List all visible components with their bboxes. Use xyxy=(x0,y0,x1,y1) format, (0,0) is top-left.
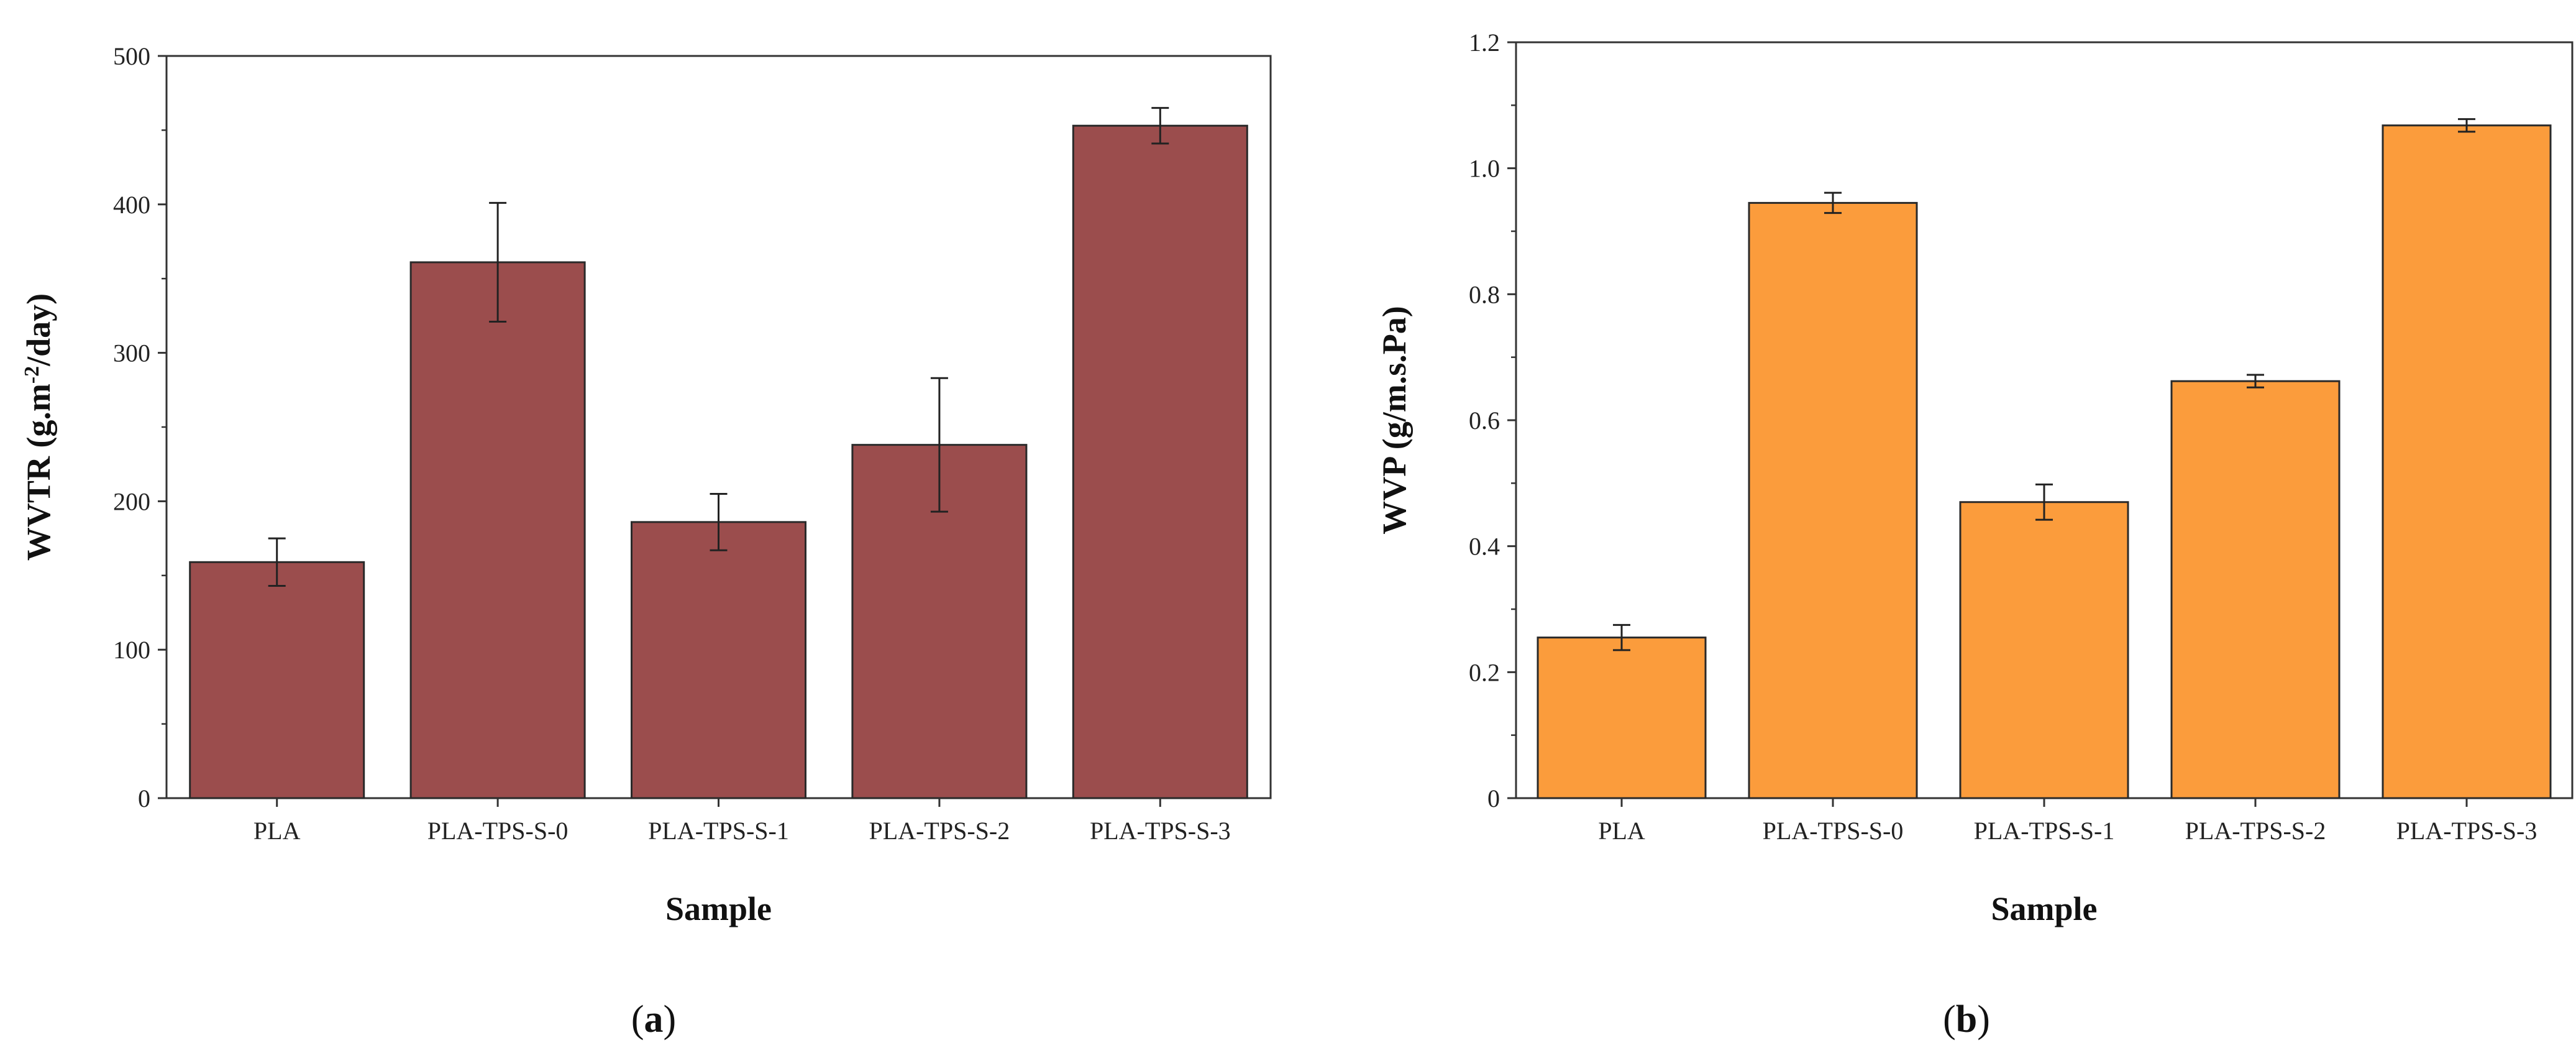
y-tick-label-b: 0.8 xyxy=(1469,280,1500,308)
chart-b: 0 0.2 0.4 0.6 0.8 1.0 1.2 PLA PLA-TPS-S-0 PLA-TP… xyxy=(1376,29,2574,1041)
y-tick-label-a: 0 xyxy=(138,784,150,812)
x-tick-label-b: PLA-TPS-S-2 xyxy=(2185,817,2326,845)
y-axis-title-a: WVTR (g.m-2/day) xyxy=(20,293,57,561)
error-bar-a-0 xyxy=(268,537,286,587)
x-tick-label-a: PLA-TPS-S-1 xyxy=(648,817,789,845)
bar-a-4 xyxy=(1072,124,1248,799)
error-bar-b-4 xyxy=(2458,118,2475,133)
x-axis-title-a: Sample xyxy=(665,890,772,927)
x-axis-title-b: Sample xyxy=(1991,890,2097,927)
y-axis-title-a-sup: -2 xyxy=(21,366,43,384)
bar-b-2 xyxy=(1959,501,2129,799)
error-bar-b-3 xyxy=(2247,374,2264,389)
y-tick-label-a: 500 xyxy=(113,42,150,70)
y-tick-label-b: 0.4 xyxy=(1469,533,1500,561)
x-tick-label-a: PLA xyxy=(253,817,301,845)
x-tick-label-b: PLA-TPS-S-3 xyxy=(2396,817,2537,845)
y-tick-label-b: 0 xyxy=(1487,784,1500,812)
x-tick-label-a: PLA-TPS-S-2 xyxy=(869,817,1010,845)
x-tick-label-a: PLA-TPS-S-3 xyxy=(1090,817,1231,845)
y-tick-label-b: 1.0 xyxy=(1469,155,1500,183)
y-tick-label-b: 0.6 xyxy=(1469,407,1500,435)
error-bar-b-1 xyxy=(1824,191,1842,214)
error-bar-a-4 xyxy=(1151,107,1169,145)
bar-b-0 xyxy=(1537,637,1707,799)
x-tick-label-b: PLA xyxy=(1598,817,1645,845)
y-tick-label-b: 0.2 xyxy=(1469,658,1500,686)
error-bar-b-0 xyxy=(1613,623,1630,651)
x-tick-label-b: PLA-TPS-S-0 xyxy=(1763,817,1904,845)
bar-a-1 xyxy=(409,261,586,799)
y-tick-label-b: 1.2 xyxy=(1469,29,1500,57)
y-axis-title-b: WVP (g/m.s.Pa) xyxy=(1376,306,1413,534)
panel-label-a: (a) xyxy=(631,998,676,1041)
y-tick-label-a: 400 xyxy=(113,191,150,219)
y-tick-label-a: 300 xyxy=(113,339,150,367)
bar-b-1 xyxy=(1748,201,1918,799)
bar-a-2 xyxy=(631,521,806,799)
bar-b-4 xyxy=(2382,124,2552,799)
bar-b-3 xyxy=(2170,380,2341,799)
y-tick-label-a: 200 xyxy=(113,487,150,515)
error-bar-b-2 xyxy=(2035,483,2053,521)
error-bar-a-3 xyxy=(930,377,948,513)
error-bar-a-1 xyxy=(489,201,507,323)
error-bar-a-2 xyxy=(710,492,728,551)
x-tick-label-a: PLA-TPS-S-0 xyxy=(427,817,569,845)
x-tick-label-b: PLA-TPS-S-1 xyxy=(1974,817,2115,845)
panel-label-b: (b) xyxy=(1943,998,1990,1041)
y-axis-title-a-tail: /day) xyxy=(20,293,57,367)
y-tick-label-a: 100 xyxy=(113,636,150,664)
chart-a: 0 100 200 300 400 500 PLA PLA-TPS-S-0 PLA-TPS-S… xyxy=(20,42,1272,1041)
y-axis-title-a-main: WVTR (g.m xyxy=(20,384,57,561)
bar-a-0 xyxy=(189,561,365,799)
